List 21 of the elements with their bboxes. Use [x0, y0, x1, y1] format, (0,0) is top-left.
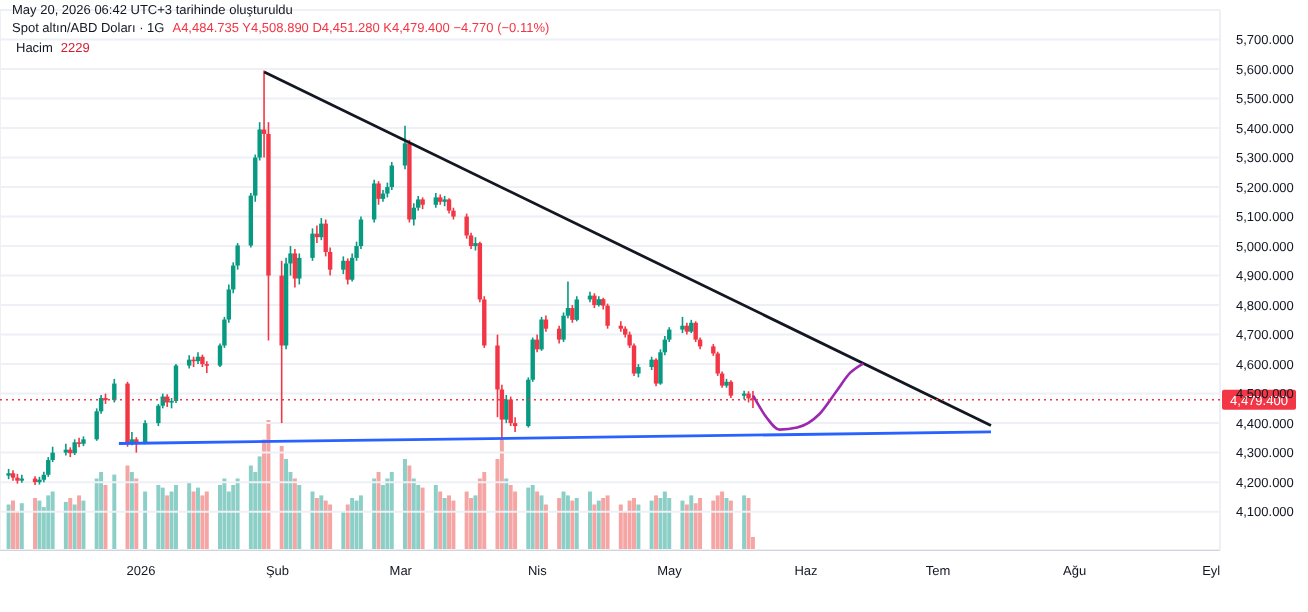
candlestick [574, 295, 579, 323]
candlestick [653, 357, 659, 388]
candlestick [618, 320, 624, 333]
candlestick [693, 320, 698, 343]
candlestick [371, 178, 377, 224]
candlestick [319, 217, 324, 241]
candlestick [76, 437, 82, 449]
candlestick [504, 394, 509, 424]
candlestick [402, 124, 408, 171]
candlestick [112, 378, 117, 404]
candlestick [292, 248, 298, 289]
candlestick [376, 180, 381, 206]
candlestick [345, 257, 350, 286]
candlestick [204, 360, 209, 374]
candlestick [539, 316, 544, 352]
candlestick [605, 302, 610, 330]
candlestick [63, 442, 69, 457]
candlestick [310, 227, 315, 262]
candlestick [297, 252, 302, 286]
candlestick [411, 202, 417, 227]
line-series [751, 362, 865, 431]
